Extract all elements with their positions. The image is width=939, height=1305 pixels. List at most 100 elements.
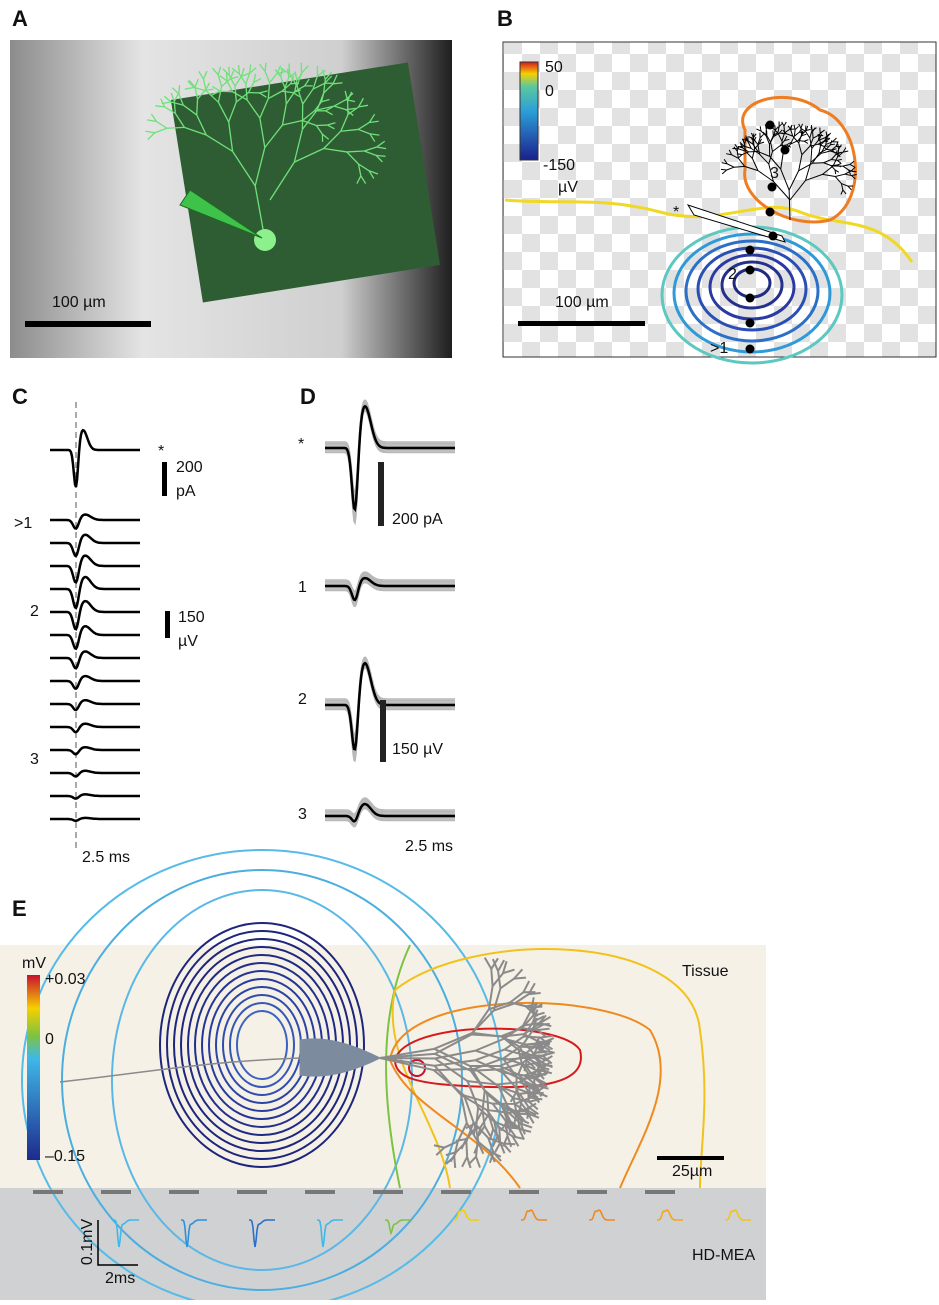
scale-bar [657, 1156, 724, 1160]
panel-label: C [12, 384, 28, 409]
dendrite [835, 170, 836, 174]
dendrite [289, 64, 290, 74]
colorbar-label: +0.03 [45, 971, 86, 988]
site [768, 183, 777, 192]
trial-trace [325, 408, 455, 515]
electrode [509, 1190, 539, 1194]
site [769, 232, 778, 241]
bar-label: 150 [178, 609, 205, 626]
mean-trace [325, 663, 455, 749]
marker-label: 3 [770, 165, 779, 182]
waveform [50, 794, 140, 798]
waveform [50, 601, 140, 629]
dendrite [524, 1037, 541, 1038]
waveform [50, 747, 140, 754]
waveform [50, 676, 140, 689]
colorbar-label: -150 [543, 157, 575, 174]
dendrite [538, 1029, 550, 1030]
site [766, 208, 775, 217]
waveform [50, 430, 140, 487]
mean-trace [325, 406, 455, 509]
dendrite [239, 65, 240, 74]
dendrite [503, 1144, 515, 1145]
waveform [50, 771, 140, 777]
dendrite [220, 91, 233, 92]
region-label: HD-MEA [692, 1247, 755, 1264]
waveform [50, 515, 140, 529]
site [766, 121, 775, 130]
bar-label: 200 [176, 459, 203, 476]
dendrite [499, 1127, 500, 1142]
scale-bar [518, 321, 645, 326]
electrode [373, 1190, 403, 1194]
dendrite [812, 163, 823, 164]
colorbar-label: 0 [545, 83, 554, 100]
row-label: 3 [30, 751, 39, 768]
waveforms [50, 430, 140, 821]
panel-label: E [12, 896, 27, 921]
soma [254, 229, 276, 251]
marker-label: >1 [710, 340, 728, 357]
dendrite [491, 969, 492, 986]
site [746, 246, 755, 255]
waveform [50, 652, 140, 669]
time-label: 2.5 ms [82, 849, 130, 866]
waveform [50, 724, 140, 733]
scale-bar [25, 321, 151, 327]
tissue-region [0, 945, 766, 1188]
colorbar-label: –0.15 [45, 1148, 85, 1165]
waveform [50, 577, 140, 608]
panel-label: D [300, 384, 316, 409]
current-bar [162, 462, 167, 496]
row-label: 1 [298, 579, 307, 596]
trial-trace [325, 657, 455, 735]
trial-trace [325, 409, 455, 518]
row-label: * [298, 436, 304, 453]
dendrite [197, 99, 198, 115]
dendrite [179, 85, 180, 94]
dendrite [466, 1142, 467, 1157]
row-label: >1 [14, 515, 32, 532]
colorbar-label: 0 [45, 1031, 54, 1048]
current-bar [378, 462, 384, 526]
electrode [441, 1190, 471, 1194]
electrode [101, 1190, 131, 1194]
marker-label: 2 [728, 266, 737, 283]
panel-label: A [12, 6, 28, 31]
waveform [50, 626, 140, 648]
electrode [577, 1190, 607, 1194]
time-label: 2.5 ms [405, 838, 453, 855]
dendrite [167, 127, 184, 128]
waveform [50, 818, 140, 821]
voltage-bar [165, 611, 170, 638]
time-label: 2ms [105, 1270, 135, 1287]
waveforms [325, 400, 455, 827]
dendrite [227, 72, 228, 81]
region-label: Tissue [682, 963, 729, 980]
scale-label: 25µm [672, 1163, 712, 1180]
site [746, 345, 755, 354]
dendrite [265, 63, 266, 72]
waveform [50, 535, 140, 556]
dendrite [434, 1069, 475, 1070]
amp-label: 0.1mV [79, 1219, 96, 1266]
dendrite [514, 978, 526, 979]
bar-label: 150 µV [392, 741, 443, 758]
scale-label: 100 µm [555, 294, 609, 311]
voltage-bar [380, 700, 386, 762]
bar-label: pA [176, 483, 196, 500]
colorbar [27, 975, 40, 1160]
scale-label: 100 µm [52, 294, 106, 311]
dendrite [830, 144, 834, 145]
electrode [305, 1190, 335, 1194]
site [746, 294, 755, 303]
row-label: 3 [298, 806, 307, 823]
bar-label: 200 pA [392, 511, 443, 528]
electrode [169, 1190, 199, 1194]
trial-trace [325, 405, 455, 506]
trial-trace [325, 660, 455, 742]
dendrite [721, 169, 727, 170]
electrode [33, 1190, 63, 1194]
figure: A 100 µm B 50 0 -150 µV 100 µm * 3 2 >1 … [0, 0, 939, 1300]
site [746, 319, 755, 328]
